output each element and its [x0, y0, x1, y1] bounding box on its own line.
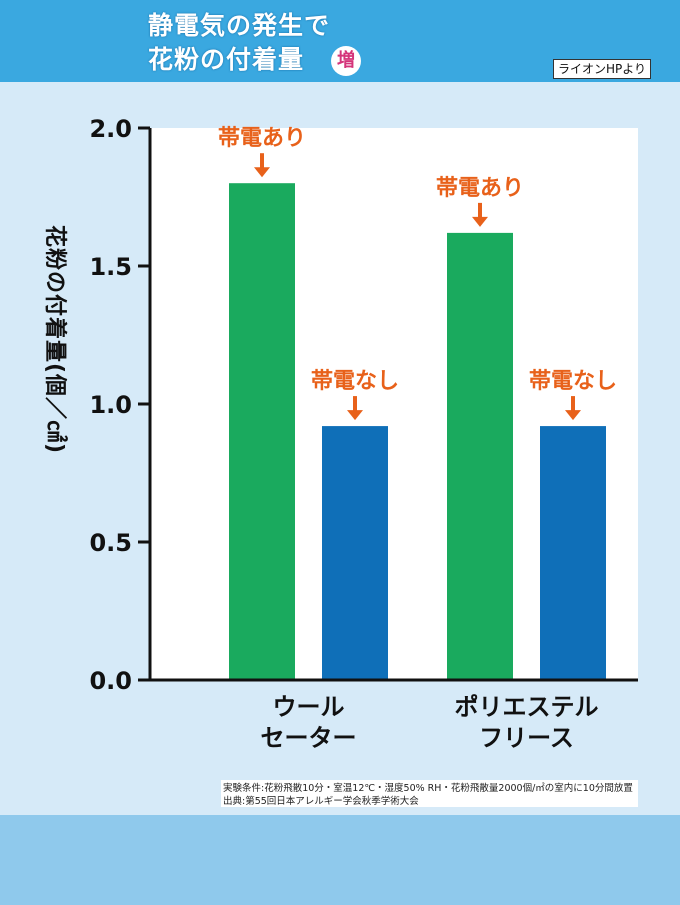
experiment-conditions-note: 実験条件:花粉飛散10分・室温12℃・湿度50% RH・花粉飛散量2000個/㎡… — [221, 780, 638, 794]
x-category-label: ポリエステル — [455, 693, 599, 721]
bar-annotation: 帯電あり — [218, 125, 306, 151]
arrow-head-icon — [254, 167, 270, 178]
y-axis-label: 花粉の付着量(個／㎠) — [42, 225, 68, 454]
y-tick-label: 0.0 — [89, 667, 132, 695]
y-tick-label: 0.5 — [89, 529, 132, 557]
footer-bar — [0, 815, 680, 905]
arrow-head-icon — [347, 410, 363, 421]
bar-1-2 — [322, 426, 388, 680]
source-citation-note: 出典:第55回日本アレルギー学会秋季学術大会 — [221, 793, 638, 807]
page-title-line2: 花粉の付着量 — [148, 45, 305, 74]
x-category-label: セーター — [261, 724, 357, 752]
bar-annotation: 帯電あり — [436, 175, 524, 201]
y-tick-label: 1.0 — [89, 391, 132, 419]
bar-1-1 — [229, 183, 295, 680]
y-tick-label: 1.5 — [89, 253, 132, 281]
arrow-head-icon — [565, 410, 581, 421]
x-category-label: ウール — [273, 693, 345, 721]
x-category-label: フリース — [479, 724, 574, 752]
bar-2-1 — [447, 232, 513, 680]
source-label: ライオンHPより — [553, 59, 652, 79]
arrow-head-icon — [472, 216, 488, 227]
bar-annotation: 帯電なし — [311, 368, 399, 394]
y-tick-label: 2.0 — [89, 115, 132, 143]
page-title-line1: 静電気の発生で — [148, 11, 331, 40]
increase-badge: 増 — [331, 46, 361, 76]
bar-2-2 — [540, 426, 606, 680]
bar-annotation: 帯電なし — [529, 368, 617, 394]
